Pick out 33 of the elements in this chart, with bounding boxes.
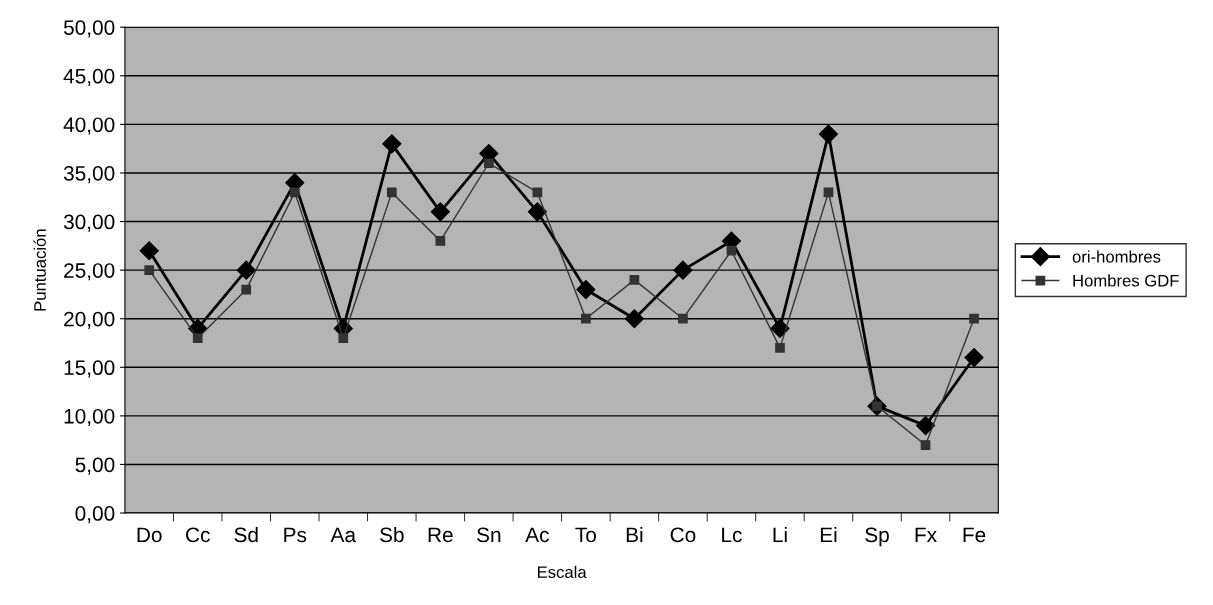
legend-label: Hombres GDF [1073, 274, 1179, 287]
x-tick-label: Sb [380, 526, 404, 543]
x-tick-label: Co [670, 527, 696, 543]
y-tick-label: 20,00 [64, 311, 115, 329]
y-tick-label: 50,00 [63, 20, 115, 38]
legend-label: ori-hombres [1072, 250, 1161, 263]
x-tick-label: Sp [865, 527, 889, 547]
x-tick-label: Ei [820, 526, 837, 543]
y-tick-label: 0,00 [75, 506, 115, 524]
x-tick-label: Ps [284, 527, 307, 543]
x-tick-label: Sn [477, 527, 501, 543]
y-axis-title: Puntuación [33, 229, 46, 311]
x-tick-label: Ac [525, 527, 549, 543]
x-tick-label: To [575, 527, 596, 543]
x-tick-label: Sd [234, 526, 258, 543]
x-tick-label: Lc [722, 527, 742, 543]
x-axis-title: Escala [537, 565, 587, 579]
x-tick-label: Re [428, 527, 453, 543]
y-tick-label: 15,00 [64, 360, 115, 378]
y-tick-label: 25,00 [64, 263, 115, 281]
y-tick-label: 10,00 [64, 408, 115, 427]
x-tick-label: Do [137, 527, 162, 543]
y-tick-label: 35,00 [63, 165, 115, 184]
y-tick-label: 5,00 [75, 457, 115, 475]
x-tick-label: Cc [186, 527, 210, 543]
y-tick-label: 40,00 [63, 117, 115, 135]
y-tick-label: 30,00 [63, 214, 115, 232]
x-tick-label: Li [773, 526, 787, 543]
x-tick-label: Fx [915, 527, 937, 543]
y-tick-label: 45,00 [63, 68, 115, 87]
x-tick-label: Bi [626, 526, 643, 543]
x-tick-label: Fe [963, 527, 986, 543]
x-tick-label: Aa [330, 527, 357, 543]
